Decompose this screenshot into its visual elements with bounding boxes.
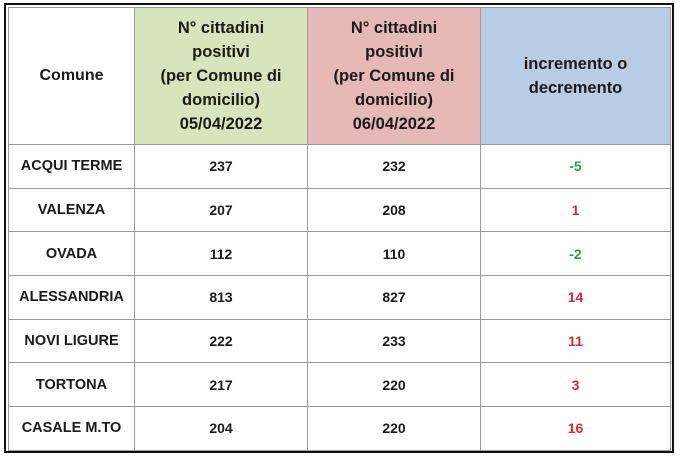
- header-date2-line: (per Comune di: [333, 67, 455, 85]
- header-date2-line: 06/04/2022: [352, 115, 436, 133]
- delta-value: 1: [480, 187, 671, 233]
- date1-value: 237: [134, 144, 308, 189]
- date2-value: 233: [307, 318, 481, 364]
- table-row: ACQUI TERME 237 232 -5: [8, 144, 671, 189]
- date2-value: 827: [307, 275, 481, 320]
- table-row: TORTONA 217 220 3: [8, 362, 671, 408]
- header-date1-line: domicilio): [182, 91, 260, 109]
- comune-cell: NOVI LIGURE: [8, 318, 135, 364]
- date1-value: 813: [134, 275, 308, 320]
- date1-value: 112: [134, 231, 308, 277]
- header-date2-line: domicilio): [355, 91, 433, 109]
- table-row: ALESSANDRIA 813 827 14: [8, 275, 671, 320]
- delta-value: -5: [480, 144, 671, 189]
- comune-cell: VALENZA: [8, 187, 135, 233]
- header-row: Comune N° cittadini positivi (per Comune…: [8, 7, 671, 145]
- header-date1-line: N° cittadini: [177, 19, 265, 37]
- header-date2: N° cittadini positivi (per Comune di dom…: [307, 7, 481, 145]
- comune-cell: ALESSANDRIA: [8, 275, 135, 320]
- table-row: NOVI LIGURE 222 233 11: [8, 318, 671, 364]
- table-row: CASALE M.TO 204 220 16: [8, 406, 671, 451]
- date2-value: 110: [307, 231, 481, 277]
- delta-value: 16: [480, 406, 671, 451]
- header-date2-line: positivi: [365, 43, 423, 61]
- date2-value: 220: [307, 406, 481, 451]
- delta-value: -2: [480, 231, 671, 277]
- date2-value: 208: [307, 187, 481, 233]
- date1-value: 204: [134, 406, 308, 451]
- comune-cell: OVADA: [8, 231, 135, 277]
- comune-cell: ACQUI TERME: [8, 144, 135, 189]
- header-comune: Comune: [8, 7, 135, 145]
- header-date1-line: (per Comune di: [160, 67, 282, 85]
- comune-cell: CASALE M.TO: [8, 406, 135, 451]
- header-date1-line: positivi: [192, 43, 250, 61]
- delta-value: 3: [480, 362, 671, 408]
- date2-value: 232: [307, 144, 481, 189]
- delta-value: 14: [480, 275, 671, 320]
- comune-cell: TORTONA: [8, 362, 135, 408]
- positivi-table: Comune N° cittadini positivi (per Comune…: [8, 7, 671, 451]
- header-date2-line: N° cittadini: [350, 19, 438, 37]
- table-frame: Comune N° cittadini positivi (per Comune…: [4, 3, 674, 453]
- date1-value: 222: [134, 318, 308, 364]
- header-delta-line: incremento o: [523, 55, 628, 73]
- header-date1-line: 05/04/2022: [179, 115, 263, 133]
- delta-value: 11: [480, 318, 671, 364]
- header-delta: incremento o decremento: [480, 7, 671, 145]
- header-date1: N° cittadini positivi (per Comune di dom…: [134, 7, 308, 145]
- header-delta-line: decremento: [528, 79, 623, 97]
- table-row: VALENZA 207 208 1: [8, 187, 671, 233]
- date1-value: 217: [134, 362, 308, 408]
- date2-value: 220: [307, 362, 481, 408]
- date1-value: 207: [134, 187, 308, 233]
- table-row: OVADA 112 110 -2: [8, 231, 671, 277]
